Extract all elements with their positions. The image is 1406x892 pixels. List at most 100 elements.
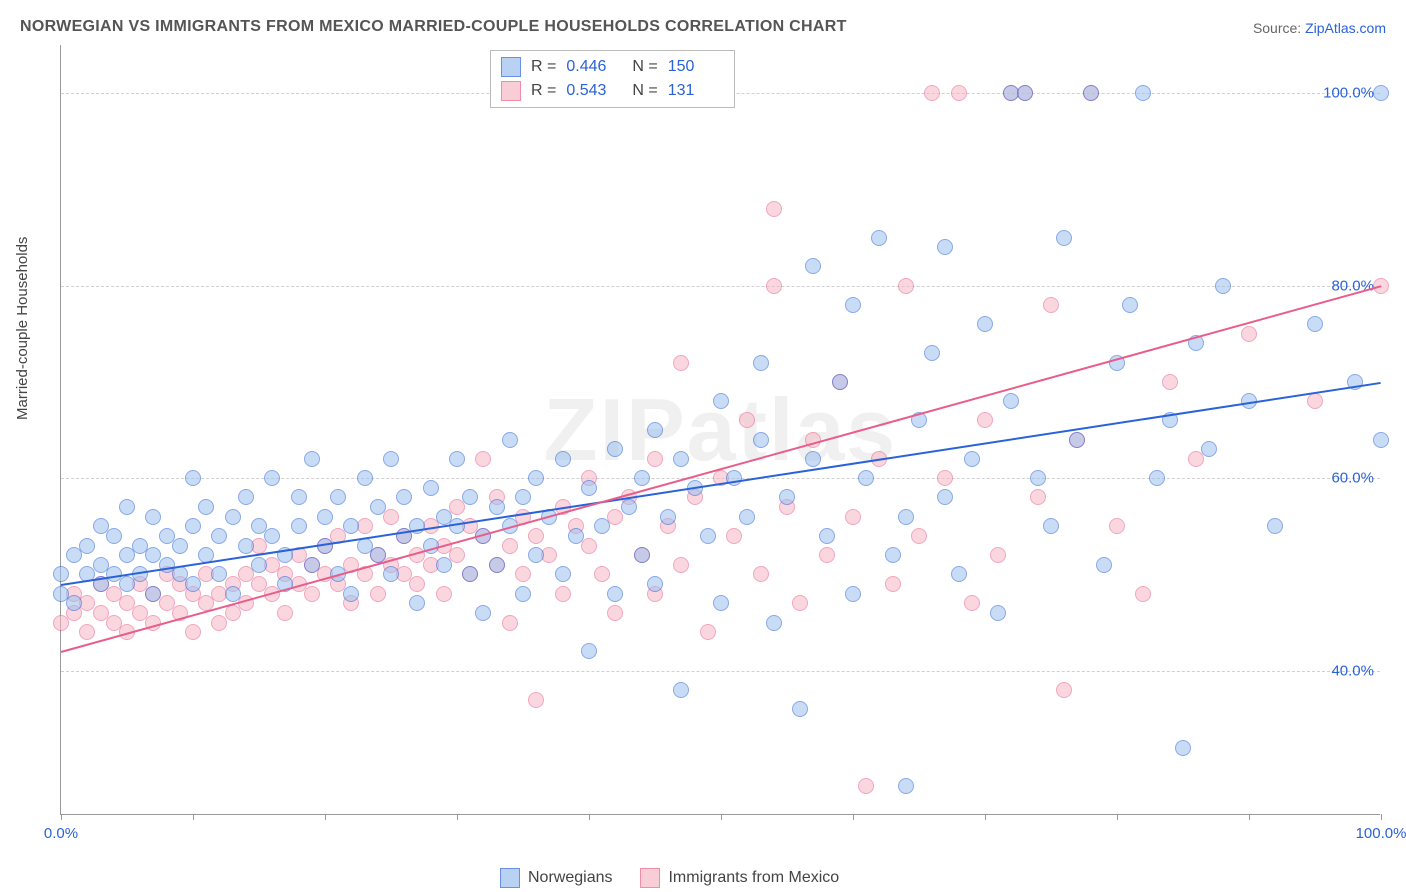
data-point-blue: [898, 778, 914, 794]
data-point-blue: [607, 441, 623, 457]
data-point-blue: [528, 470, 544, 486]
data-point-pink: [185, 624, 201, 640]
data-point-blue: [871, 230, 887, 246]
data-point-blue: [739, 509, 755, 525]
data-point-blue: [753, 355, 769, 371]
data-point-blue: [1069, 432, 1085, 448]
n-label: N =: [632, 82, 657, 100]
r-value-blue: 0.446: [566, 58, 622, 76]
data-point-blue: [291, 518, 307, 534]
source-credit: Source: ZipAtlas.com: [1253, 20, 1386, 36]
data-point-pink: [924, 85, 940, 101]
data-point-blue: [528, 547, 544, 563]
data-point-blue: [1083, 85, 1099, 101]
data-point-blue: [819, 528, 835, 544]
data-point-blue: [343, 518, 359, 534]
data-point-blue: [211, 528, 227, 544]
x-tick-label: 100.0%: [1356, 825, 1406, 842]
data-point-pink: [1109, 518, 1125, 534]
data-point-blue: [555, 451, 571, 467]
data-point-blue: [383, 451, 399, 467]
data-point-blue: [119, 499, 135, 515]
data-point-pink: [502, 538, 518, 554]
data-point-blue: [885, 547, 901, 563]
data-point-blue: [330, 489, 346, 505]
y-tick-label: 60.0%: [1331, 470, 1374, 487]
data-point-blue: [1307, 316, 1323, 332]
data-point-blue: [581, 643, 597, 659]
data-point-blue: [317, 509, 333, 525]
data-point-pink: [647, 451, 663, 467]
data-point-blue: [766, 615, 782, 631]
data-point-blue: [805, 258, 821, 274]
data-point-blue: [673, 451, 689, 467]
data-point-blue: [304, 451, 320, 467]
x-tick: [853, 814, 854, 820]
data-point-blue: [238, 538, 254, 554]
data-point-pink: [1043, 297, 1059, 313]
data-point-blue: [1096, 557, 1112, 573]
data-point-pink: [792, 595, 808, 611]
source-label: Source:: [1253, 20, 1301, 36]
swatch-blue-icon: [500, 868, 520, 888]
data-point-blue: [238, 489, 254, 505]
data-point-blue: [225, 509, 241, 525]
data-point-pink: [370, 586, 386, 602]
data-point-blue: [990, 605, 1006, 621]
data-point-blue: [594, 518, 610, 534]
data-point-blue: [449, 451, 465, 467]
data-point-blue: [937, 489, 953, 505]
data-point-blue: [1043, 518, 1059, 534]
x-tick: [1381, 814, 1382, 820]
data-point-pink: [726, 528, 742, 544]
data-point-blue: [145, 509, 161, 525]
trendline-blue: [61, 382, 1381, 586]
data-point-blue: [1056, 230, 1072, 246]
data-point-pink: [1135, 586, 1151, 602]
data-point-blue: [489, 499, 505, 515]
data-point-pink: [594, 566, 610, 582]
x-tick-label: 0.0%: [44, 825, 78, 842]
data-point-blue: [964, 451, 980, 467]
swatch-pink-icon: [640, 868, 660, 888]
data-point-blue: [937, 239, 953, 255]
legend-row-blue: R = 0.446 N = 150: [501, 55, 724, 79]
x-tick: [985, 814, 986, 820]
data-point-blue: [145, 586, 161, 602]
gridline: [61, 286, 1380, 287]
data-point-pink: [528, 528, 544, 544]
data-point-pink: [436, 586, 452, 602]
data-point-pink: [528, 692, 544, 708]
data-point-pink: [885, 576, 901, 592]
data-point-blue: [845, 586, 861, 602]
data-point-blue: [449, 518, 465, 534]
data-point-pink: [937, 470, 953, 486]
y-tick-label: 100.0%: [1323, 85, 1374, 102]
source-link[interactable]: ZipAtlas.com: [1305, 20, 1386, 36]
data-point-blue: [951, 566, 967, 582]
data-point-blue: [251, 557, 267, 573]
data-point-blue: [634, 547, 650, 563]
data-point-blue: [845, 297, 861, 313]
data-point-blue: [106, 528, 122, 544]
data-point-blue: [1201, 441, 1217, 457]
data-point-blue: [924, 345, 940, 361]
x-tick: [457, 814, 458, 820]
x-tick: [1117, 814, 1118, 820]
data-point-pink: [607, 605, 623, 621]
data-point-pink: [475, 451, 491, 467]
data-point-blue: [568, 528, 584, 544]
data-point-blue: [898, 509, 914, 525]
legend-label-pink: Immigrants from Mexico: [668, 869, 839, 887]
data-point-blue: [475, 605, 491, 621]
data-point-blue: [647, 576, 663, 592]
data-point-pink: [858, 778, 874, 794]
data-point-blue: [555, 566, 571, 582]
data-point-pink: [700, 624, 716, 640]
data-point-blue: [753, 432, 769, 448]
data-point-blue: [185, 518, 201, 534]
correlation-legend: R = 0.446 N = 150 R = 0.543 N = 131: [490, 50, 735, 108]
data-point-pink: [977, 412, 993, 428]
data-point-blue: [79, 538, 95, 554]
data-point-pink: [819, 547, 835, 563]
